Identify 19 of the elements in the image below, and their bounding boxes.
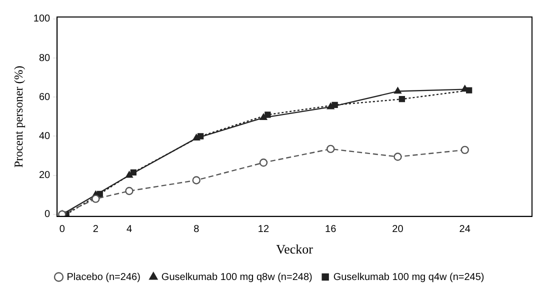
x-tick-label: 0	[59, 224, 66, 236]
x-tick-label: 24	[459, 224, 471, 236]
x-tick-label: 16	[325, 224, 337, 236]
y-tick-label: 80	[38, 52, 51, 64]
x-tick-label: 8	[194, 224, 200, 236]
legend-label: Placebo (n=246)	[66, 272, 140, 283]
x-tick-label: 20	[392, 224, 404, 236]
y-tick-label: 40	[38, 131, 51, 142]
x-tick-label: 4	[126, 224, 132, 236]
legend-label: Guselkumab 100 mg q4w (n=245)	[333, 272, 484, 283]
y-tick-label: 20	[38, 170, 51, 182]
y-tick-label: 0	[44, 209, 51, 220]
y-tick-label: 100	[33, 14, 51, 25]
x-tick-label: 12	[258, 224, 270, 236]
y-axis-title: Procent personer (%)	[11, 66, 26, 168]
y-tick-label: 60	[38, 92, 51, 103]
x-tick-label: 2	[92, 224, 99, 236]
x-axis-title: Veckor	[276, 242, 314, 257]
legend-label: Guselkumab 100 mg q8w (n=248)	[161, 272, 312, 283]
